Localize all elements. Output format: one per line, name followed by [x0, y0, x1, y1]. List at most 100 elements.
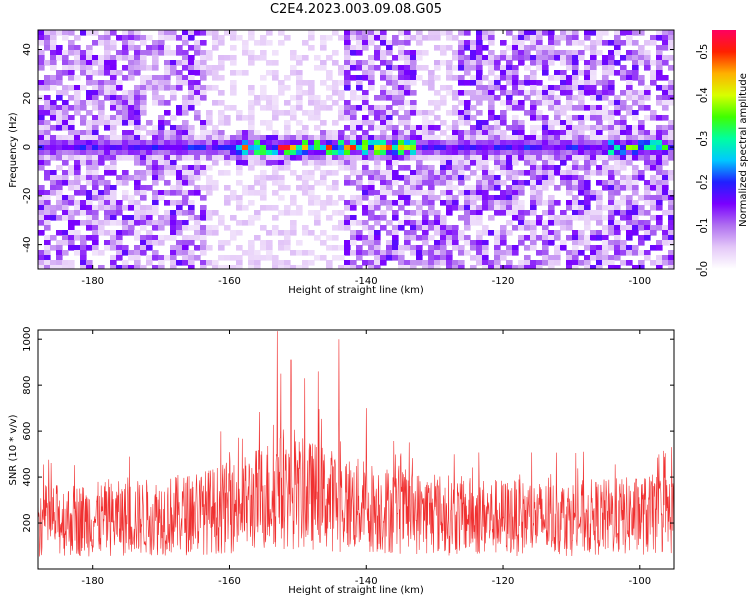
heatmap-cell	[146, 185, 153, 191]
heatmap-cell	[554, 245, 561, 251]
heatmap-cell	[602, 155, 609, 161]
heatmap-cell	[464, 135, 471, 141]
heatmap-cell	[488, 80, 495, 86]
heatmap-cell	[590, 235, 597, 241]
heatmap-cell	[146, 140, 153, 146]
heatmap-cell	[194, 70, 201, 76]
heatmap-cell	[134, 115, 141, 121]
heatmap-cell	[440, 200, 447, 206]
heatmap-cell	[224, 265, 231, 269]
heatmap-cell	[404, 140, 411, 146]
heatmap-cell	[116, 265, 123, 269]
heatmap-cell	[272, 60, 279, 66]
heatmap-cell	[86, 125, 93, 131]
heatmap-cell	[260, 155, 267, 161]
heatmap-cell	[326, 35, 333, 41]
heatmap-cell	[662, 90, 669, 96]
heatmap-cell	[530, 70, 537, 76]
heatmap-cell	[248, 265, 255, 269]
heatmap-cell	[560, 35, 567, 41]
heatmap-cell	[554, 215, 561, 221]
heatmap-cell	[446, 205, 453, 211]
heatmap-cell	[386, 230, 393, 236]
heatmap-cell	[398, 190, 405, 196]
heatmap-cell	[506, 140, 513, 146]
heatmap-cell	[524, 170, 531, 176]
heatmap-cell	[104, 180, 111, 186]
heatmap-cell	[560, 210, 567, 216]
heatmap-cell	[284, 35, 291, 41]
heatmap-cell	[446, 250, 453, 256]
heatmap-cell	[476, 190, 483, 196]
heatmap-cell	[404, 40, 411, 46]
heatmap-cell	[56, 55, 63, 61]
heatmap-cell	[98, 250, 105, 256]
heatmap-cell	[440, 175, 447, 181]
heatmap-cell	[248, 150, 255, 156]
heatmap-cell	[404, 80, 411, 86]
heatmap-cell	[440, 120, 447, 126]
heatmap-cell	[164, 30, 171, 36]
heatmap-cell	[554, 105, 561, 111]
heatmap-cell	[458, 265, 465, 269]
heatmap-cell	[194, 190, 201, 196]
heatmap-cell	[614, 35, 621, 41]
heatmap-cell	[446, 265, 453, 269]
heatmap-cell	[590, 125, 597, 131]
heatmap-cell	[380, 140, 387, 146]
heatmap-cell	[368, 125, 375, 131]
x-tick-label: -140	[355, 576, 378, 587]
heatmap-cell	[344, 200, 351, 206]
heatmap-cell	[146, 150, 153, 156]
heatmap-cell	[548, 255, 555, 261]
heatmap-cell	[44, 30, 51, 36]
heatmap-x-axis: -180 -160 -140 -120 -100	[81, 30, 651, 287]
heatmap-cell	[656, 265, 663, 269]
heatmap-cell	[626, 260, 633, 266]
heatmap-cell	[98, 265, 105, 269]
heatmap-cell	[506, 265, 513, 269]
heatmap-cell	[470, 45, 477, 51]
heatmap-cell	[620, 225, 627, 231]
heatmap-cell	[74, 110, 81, 116]
heatmap-cell	[512, 200, 519, 206]
heatmap-cell	[524, 145, 531, 151]
heatmap-cell	[590, 85, 597, 91]
heatmap-cell	[482, 120, 489, 126]
heatmap-cell	[248, 145, 255, 151]
heatmap-cell	[308, 100, 315, 106]
heatmap-cell	[644, 115, 651, 121]
heatmap-cell	[380, 90, 387, 96]
heatmap-cell	[260, 205, 267, 211]
heatmap-cell	[74, 155, 81, 161]
heatmap-cell	[416, 130, 423, 136]
heatmap-cell	[410, 140, 417, 146]
heatmap-cell	[254, 145, 261, 151]
heatmap-cell	[164, 160, 171, 166]
heatmap-cell	[62, 140, 69, 146]
heatmap-cell	[434, 260, 441, 266]
heatmap-cell	[68, 245, 75, 251]
heatmap-cell	[362, 250, 369, 256]
heatmap-cell	[170, 220, 177, 226]
heatmap-cell	[392, 35, 399, 41]
heatmap-cell	[554, 55, 561, 61]
heatmap-cell	[506, 205, 513, 211]
heatmap-cell	[338, 225, 345, 231]
heatmap-cell	[344, 220, 351, 226]
heatmap-cell	[584, 245, 591, 251]
heatmap-cell	[434, 250, 441, 256]
heatmap-cell	[380, 40, 387, 46]
heatmap-cell	[86, 235, 93, 241]
heatmap-cell	[344, 240, 351, 246]
heatmap-cell	[176, 205, 183, 211]
heatmap-cell	[374, 220, 381, 226]
heatmap-cell	[242, 70, 249, 76]
heatmap-cell	[656, 140, 663, 146]
heatmap-cell	[122, 215, 129, 221]
heatmap-cell	[74, 105, 81, 111]
heatmap-cell	[542, 225, 549, 231]
heatmap-cell	[644, 65, 651, 71]
heatmap-cell	[608, 195, 615, 201]
heatmap-cell	[530, 45, 537, 51]
